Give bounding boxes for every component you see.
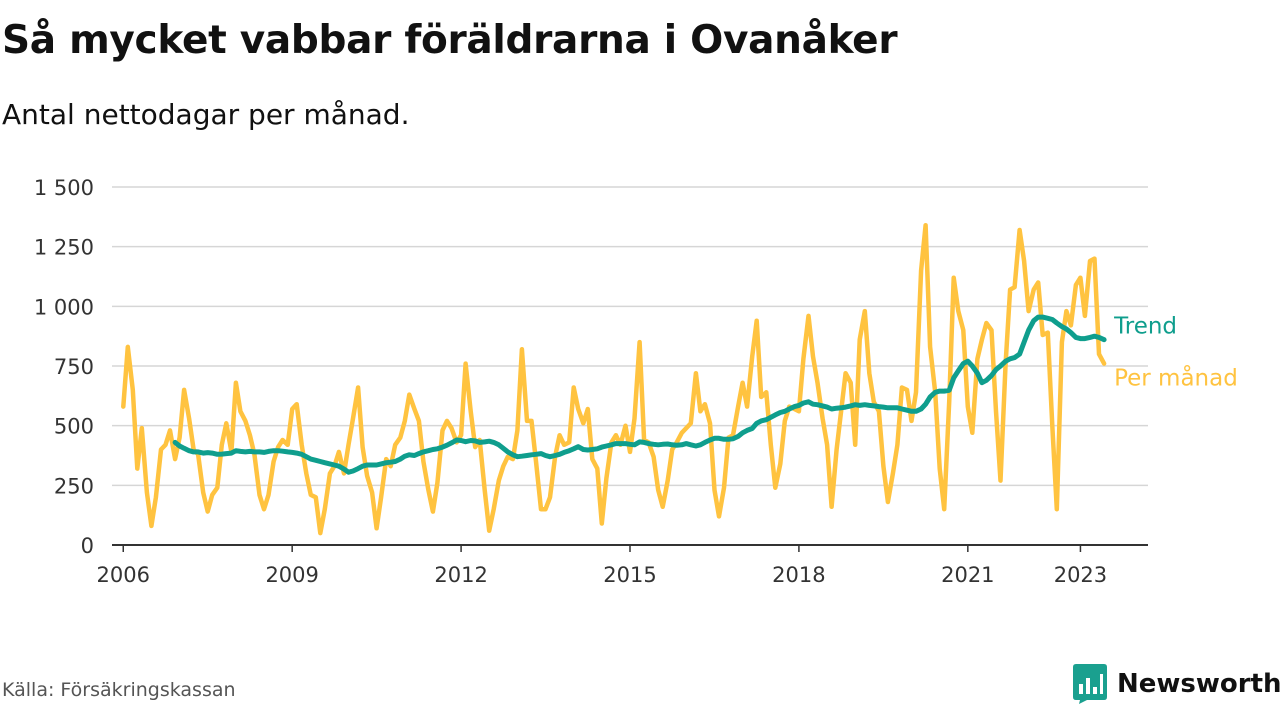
chart-title: Så mycket vabbar föräldrarna i Ovanåker xyxy=(2,18,898,63)
source-note: Källa: Försäkringskassan xyxy=(2,679,236,701)
brand-logo: Newsworthy xyxy=(1073,664,1280,704)
y-tick-label: 1 250 xyxy=(34,236,94,260)
x-tick-label: 2006 xyxy=(97,563,150,587)
x-tick-label: 2009 xyxy=(265,563,318,587)
brand-name: Newsworthy xyxy=(1117,669,1280,699)
y-tick-label: 1 000 xyxy=(34,295,94,319)
y-tick-label: 750 xyxy=(54,355,94,379)
newsworthy-logo-icon xyxy=(1073,664,1107,704)
x-tick-label: 2012 xyxy=(434,563,487,587)
series-line-trend xyxy=(172,314,1107,475)
chart-subtitle: Antal nettodagar per månad. xyxy=(2,98,410,131)
y-tick-label: 250 xyxy=(54,474,94,498)
x-axis-ticks: 2006 2009 2012 2015 2018 2021 2023 xyxy=(97,544,1148,587)
x-tick-label: 2018 xyxy=(772,563,825,587)
y-tick-label: 0 xyxy=(81,534,94,558)
series-lines xyxy=(121,222,1107,536)
x-tick-label: 2021 xyxy=(941,563,994,587)
y-axis-ticks: 0 250 500 750 1 000 1 250 1 500 xyxy=(34,176,94,558)
y-tick-label: 1 500 xyxy=(34,176,94,200)
series-label-per-manad: Per månad xyxy=(1114,364,1238,392)
y-tick-label: 500 xyxy=(54,415,94,439)
series-line-per-manad xyxy=(121,222,1107,536)
series-labels: Per månad Trend xyxy=(1113,314,1238,392)
series-label-trend: Trend xyxy=(1113,314,1177,340)
x-tick-label: 2023 xyxy=(1054,563,1107,587)
x-tick-label: 2015 xyxy=(603,563,656,587)
